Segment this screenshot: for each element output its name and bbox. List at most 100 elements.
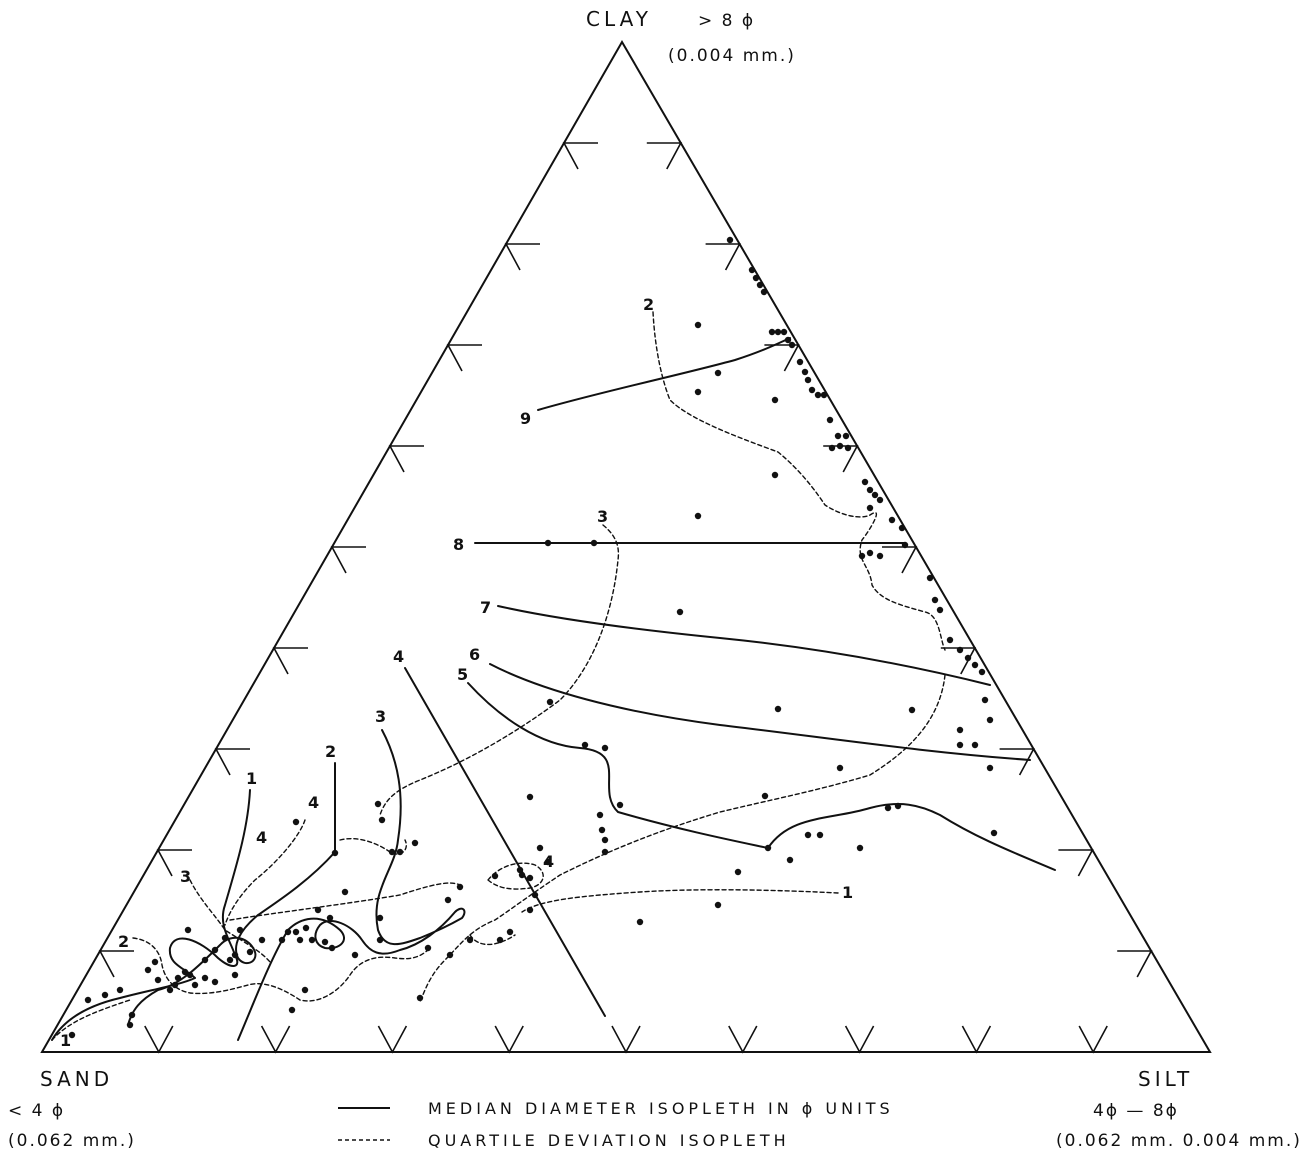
sample-point xyxy=(756,281,764,289)
sample-point xyxy=(926,574,934,582)
right-tick xyxy=(823,445,859,473)
quartile-isopleth-2-left xyxy=(132,937,431,1002)
median-label-6: 6 xyxy=(469,645,480,664)
legend-median-label: MEDIAN DIAMETER ISOPLETH IN ϕ UNITS xyxy=(428,1099,894,1118)
sample-point xyxy=(536,844,544,852)
sand-phi: < 4 ϕ xyxy=(8,1101,65,1121)
quartile-isopleth-misc-1 xyxy=(229,882,461,921)
median-label-4: 4 xyxy=(393,647,404,666)
sample-point xyxy=(296,936,304,944)
sample-point xyxy=(946,636,954,644)
sample-point xyxy=(231,951,239,959)
sample-point xyxy=(752,274,760,282)
median-label-9: 9 xyxy=(520,409,531,428)
sample-point xyxy=(184,926,192,934)
sample-point xyxy=(734,868,742,876)
sample-point xyxy=(466,936,474,944)
sample-point xyxy=(788,341,796,349)
quartile-label-1-bottom: 1 xyxy=(60,1031,71,1050)
median-isopleth-6 xyxy=(489,663,1031,761)
isopleth-labels: 9 8 7 6 5 4 3 2 1 2 3 4 1 4 4 3 2 1 xyxy=(60,295,853,1050)
left-tick xyxy=(446,344,482,372)
left-tick xyxy=(98,950,134,978)
silt-size: (0.062 mm. 0.004 mm.) xyxy=(1056,1131,1302,1151)
sample-point xyxy=(876,496,884,504)
median-isopleth-9 xyxy=(537,337,791,411)
median-isopleth-3 xyxy=(237,729,466,1041)
sample-point xyxy=(321,938,329,946)
median-label-2: 2 xyxy=(325,742,336,761)
sample-point xyxy=(308,936,316,944)
left-tick xyxy=(156,849,192,877)
quartile-label-4-b: 4 xyxy=(256,828,267,847)
sample-point xyxy=(888,516,896,524)
vertex-labels: CLAY > 8 ϕ (0.004 mm.) SAND < 4 ϕ (0.062… xyxy=(8,7,1302,1151)
bottom-tick xyxy=(844,1025,875,1054)
sample-point xyxy=(444,896,452,904)
quartile-label-4-mid: 4 xyxy=(543,852,554,871)
clay-size: (0.004 mm.) xyxy=(668,46,796,66)
sample-point xyxy=(456,883,464,891)
sample-point xyxy=(760,288,768,296)
sample-point xyxy=(128,1011,136,1019)
sample-point xyxy=(936,606,944,614)
right-tick xyxy=(646,142,683,170)
sample-point xyxy=(764,844,772,852)
sample-point xyxy=(842,432,850,440)
sample-point xyxy=(378,816,386,824)
sample-point xyxy=(396,848,404,856)
sample-point xyxy=(768,328,776,336)
sample-point xyxy=(834,432,842,440)
sample-point xyxy=(801,368,809,376)
ternary-triangle xyxy=(40,40,1212,1053)
sample-point xyxy=(804,376,812,384)
median-label-3: 3 xyxy=(375,707,386,726)
sample-point xyxy=(531,891,539,899)
sample-point xyxy=(956,646,964,654)
sample-point xyxy=(226,956,234,964)
sample-point xyxy=(636,918,644,926)
median-isopleth-4 xyxy=(404,667,606,1017)
quartile-isopleth-3-right xyxy=(379,524,620,816)
sample-point xyxy=(191,981,199,989)
quartile-label-2-left: 2 xyxy=(118,932,129,951)
median-isopleth-1 xyxy=(51,789,251,1041)
sample-point xyxy=(302,924,310,932)
right-tick xyxy=(705,243,741,271)
bottom-tick xyxy=(1078,1025,1108,1054)
quartile-isopleth-4-left xyxy=(224,819,306,926)
sample-point xyxy=(292,818,300,826)
bottom-tick xyxy=(961,1025,992,1054)
sample-point xyxy=(590,539,598,547)
sample-point xyxy=(820,391,828,399)
sample-point xyxy=(258,936,266,944)
sample-point xyxy=(931,596,939,604)
sample-point xyxy=(84,996,92,1004)
sample-point xyxy=(331,849,339,857)
sample-point xyxy=(154,976,162,984)
quartile-isopleth-2-right xyxy=(652,311,946,651)
sample-point xyxy=(506,928,514,936)
bottom-tick xyxy=(144,1025,174,1054)
sample-point xyxy=(376,914,384,922)
sample-point xyxy=(861,478,869,486)
sample-point xyxy=(858,552,866,560)
sample-point xyxy=(284,928,292,936)
sample-point xyxy=(616,801,624,809)
sample-point xyxy=(181,968,189,976)
sample-point xyxy=(726,236,734,244)
quartile-isopleth-3-left xyxy=(189,879,271,963)
sample-point xyxy=(771,471,779,479)
sample-point xyxy=(774,328,782,336)
sample-point xyxy=(986,764,994,772)
sample-point xyxy=(814,391,822,399)
sample-point xyxy=(871,491,879,499)
sample-point xyxy=(816,831,824,839)
median-isopleths xyxy=(51,337,1056,1041)
left-tick xyxy=(330,546,366,574)
bottom-tick xyxy=(377,1025,408,1054)
sample-point xyxy=(278,936,286,944)
median-label-7: 7 xyxy=(480,598,491,617)
sample-point xyxy=(964,654,972,662)
